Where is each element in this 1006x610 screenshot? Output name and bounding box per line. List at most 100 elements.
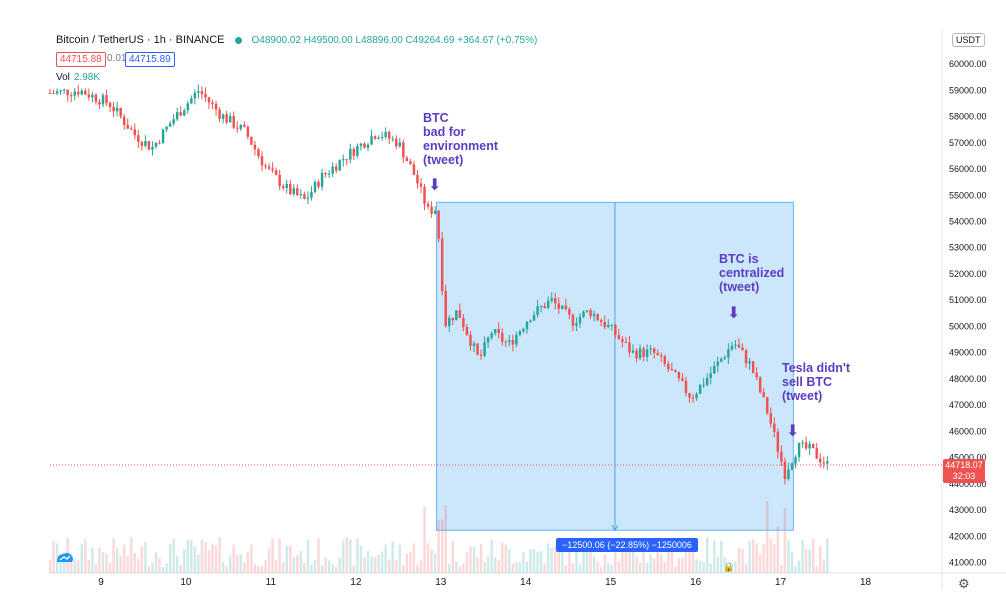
candle-body: [373, 136, 377, 139]
candle-body: [130, 128, 133, 130]
candle-body: [395, 138, 398, 147]
volume-bar: [677, 558, 681, 573]
candle-body: [607, 325, 610, 328]
candle-body: [780, 451, 783, 462]
volume-bar: [299, 551, 303, 573]
volume-bar: [144, 542, 147, 573]
volume-bar: [667, 538, 670, 573]
volume-bar: [373, 557, 377, 573]
candle-body: [419, 183, 423, 187]
candle-body: [720, 358, 723, 362]
volume-bar: [292, 556, 296, 573]
candle-body: [193, 92, 197, 99]
volume-bar: [168, 544, 172, 573]
annotation-environment[interactable]: BTC bad for environment (tweet): [423, 111, 499, 167]
candle-body: [790, 463, 794, 470]
x-tick-label: 17: [775, 577, 787, 588]
volume-bar: [387, 559, 391, 573]
candle-body: [366, 144, 370, 148]
volume-bar: [356, 538, 359, 573]
volume-bar: [409, 552, 412, 573]
candle-body: [797, 442, 801, 458]
ask-price[interactable]: 44715.89: [125, 52, 175, 67]
candle-body: [688, 393, 691, 398]
volume-bar: [705, 537, 709, 573]
volume-bar: [274, 560, 278, 573]
volume-bar: [585, 548, 589, 573]
x-tick-label: 9: [98, 577, 104, 588]
volume-bar: [476, 557, 479, 573]
volume-bar: [183, 548, 186, 573]
y-tick-label: 55000.00: [949, 190, 987, 200]
candle-body: [546, 300, 550, 309]
bid-price[interactable]: 44715.88: [56, 52, 106, 67]
candle-body: [695, 393, 698, 399]
candle-body: [493, 329, 497, 334]
tradingview-logo-icon[interactable]: [56, 550, 74, 564]
currency-badge[interactable]: USDT: [952, 33, 985, 47]
volume-bar: [631, 544, 635, 573]
volume-bar: [691, 550, 695, 573]
candle-body: [709, 373, 712, 379]
x-tick-label: 11: [266, 577, 277, 588]
candle-body: [444, 291, 447, 327]
volume-bar: [525, 561, 529, 573]
chart-header: Bitcoin / TetherUS · 1h · BINANCE O48900…: [56, 34, 537, 46]
candle-body: [80, 90, 84, 95]
candle-body: [437, 210, 440, 239]
volume-bar: [158, 558, 161, 573]
annotation-tesla[interactable]: Tesla didn't sell BTC (tweet): [782, 361, 851, 403]
volume-bar: [232, 544, 235, 573]
candle-body: [207, 97, 211, 103]
candle-body: [154, 142, 158, 147]
volume-bar: [720, 540, 723, 573]
candle-body: [433, 210, 437, 214]
candle-body: [377, 137, 380, 139]
candle-body: [811, 443, 815, 449]
candle-body: [402, 142, 405, 158]
candle-body: [801, 442, 804, 444]
volume-bar: [769, 538, 773, 573]
last-price-label: 44718.07 32:03: [943, 458, 985, 483]
volume-bar: [539, 551, 543, 573]
volume-bar: [91, 547, 94, 573]
volume-bar: [808, 549, 811, 573]
volume-bar: [614, 547, 617, 573]
volume-bar: [423, 506, 426, 573]
candle-body: [529, 320, 532, 322]
candle-body: [363, 143, 366, 148]
candle-body: [518, 331, 522, 335]
volume-bar: [253, 563, 257, 573]
settings-gear-icon[interactable]: ⚙: [958, 576, 970, 591]
volume-bar: [416, 564, 419, 573]
y-tick-label: 52000.00: [949, 269, 987, 279]
volume-bar: [331, 564, 334, 573]
annotation-centralized[interactable]: BTC is centralized (tweet): [719, 252, 785, 294]
volume-bar: [69, 561, 73, 573]
volume-bar: [327, 560, 331, 573]
volume-bar: [674, 566, 677, 573]
volume-bar: [554, 545, 557, 573]
volume-bar: [826, 538, 829, 573]
candle-body: [370, 136, 373, 145]
candle-body: [486, 337, 490, 343]
lock-icon[interactable]: 🔒: [723, 562, 735, 572]
volume-bar: [186, 539, 190, 573]
volume-bar: [239, 554, 243, 573]
volume-bar: [497, 560, 500, 573]
volume-bar: [190, 540, 193, 573]
candle-body: [652, 348, 656, 353]
arrow-down-icon: ⬇: [786, 423, 800, 440]
y-tick-label: 46000.00: [949, 426, 987, 436]
last-price-value: 44718.07: [945, 459, 983, 470]
candle-body: [416, 174, 419, 184]
candle-body: [52, 93, 55, 95]
volume-bar: [730, 562, 734, 573]
candle-body: [137, 135, 140, 142]
volume-bar: [119, 556, 122, 573]
symbol-title[interactable]: Bitcoin / TetherUS · 1h · BINANCE: [56, 34, 225, 46]
y-tick-label: 45000.00: [949, 453, 987, 463]
candle-body: [525, 321, 529, 329]
x-tick-label: 15: [605, 577, 617, 588]
